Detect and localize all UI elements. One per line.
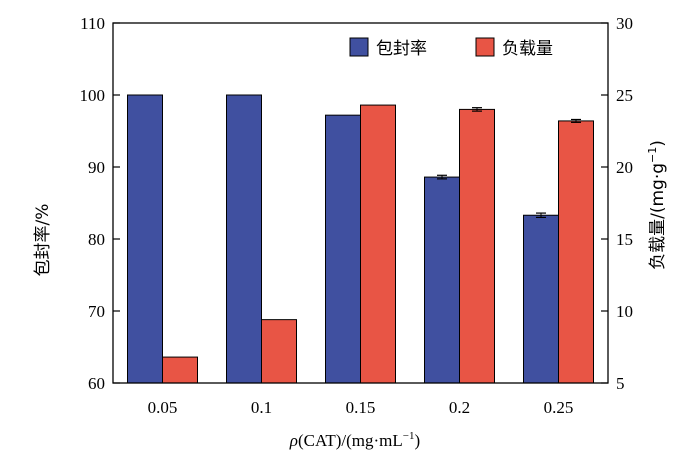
y-left-tick-label-2: 80 (88, 230, 105, 249)
y-axis-right-title: 负载量/(mg·g−1) (646, 140, 668, 270)
y-right-tick-label-5: 30 (616, 14, 633, 33)
bar-loading-1 (261, 319, 297, 384)
bars-layer (127, 94, 594, 384)
y-left-tick-label-3: 90 (88, 158, 105, 177)
bar-encapsulation-0 (127, 94, 163, 384)
x-axis-title: ρ(CAT)/(mg·mL−1) (289, 430, 420, 450)
y-right-tick-label-0: 5 (616, 374, 625, 393)
y-right-tick-label-3: 20 (616, 158, 633, 177)
bar-loading-0 (162, 356, 198, 384)
bar-encapsulation-1 (226, 94, 262, 384)
plot-frame (112, 22, 609, 384)
x-tick-label-2: 0.15 (346, 398, 376, 417)
y-right-tick-label-1: 10 (616, 302, 633, 321)
legend-label-loading: 负载量 (502, 39, 553, 59)
bar-loading-2 (360, 104, 396, 384)
bar-loading-4 (558, 120, 594, 384)
bar-encapsulation-2 (325, 114, 361, 384)
y-left-tick-label-1: 70 (88, 302, 105, 321)
y-left-tick-label-0: 60 (88, 374, 105, 393)
axes-layer: 60 70 80 90 100 110 5 10 15 20 25 30 0.05 0.1 0.15 0.2 0… (80, 14, 634, 417)
y-right-tick-label-4: 25 (616, 86, 633, 105)
legend: 包封率 负载量 (349, 37, 553, 59)
legend-swatch-loading (475, 37, 495, 57)
legend-swatch-encapsulation (349, 37, 369, 57)
y-axis-left-title: 包封率/% (33, 204, 53, 277)
x-tick-label-1: 0.1 (251, 398, 272, 417)
x-tick-label-4: 0.25 (544, 398, 574, 417)
bar-encapsulation-4 (523, 214, 559, 384)
x-tick-label-0: 0.05 (148, 398, 178, 417)
bar-loading-3 (459, 108, 495, 384)
x-tick-label-3: 0.2 (449, 398, 470, 417)
legend-label-encapsulation: 包封率 (376, 39, 427, 59)
y-right-tick-label-2: 15 (616, 230, 633, 249)
bar-encapsulation-3 (424, 176, 460, 384)
y-left-tick-label-5: 110 (80, 14, 105, 33)
y-left-tick-label-4: 100 (80, 86, 106, 105)
